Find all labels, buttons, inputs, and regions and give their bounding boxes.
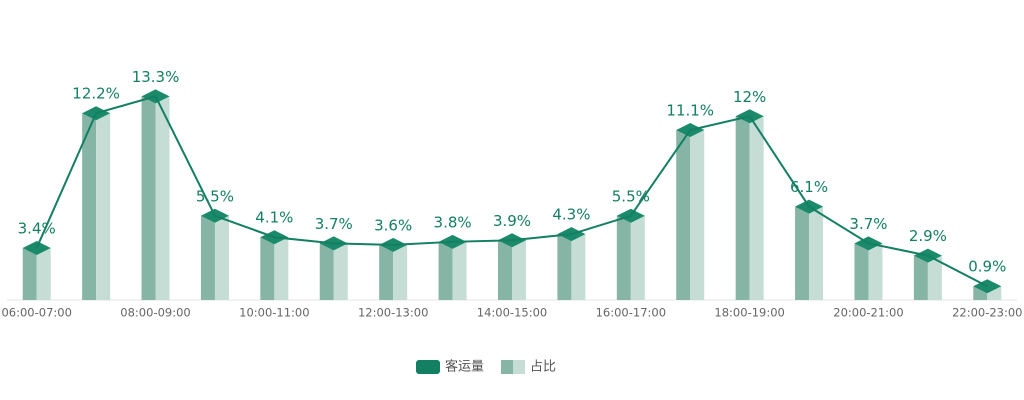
x-tick-label: 10:00-11:00 xyxy=(239,306,309,320)
bar-side xyxy=(690,130,705,300)
bar-side xyxy=(809,206,824,300)
x-tick-label: 08:00-09:00 xyxy=(120,306,190,320)
bar-side xyxy=(155,96,170,300)
bar-front xyxy=(557,234,572,300)
data-label: 4.1% xyxy=(255,209,293,227)
data-label: 5.5% xyxy=(612,187,650,205)
bar-side xyxy=(333,243,348,300)
legend-label: 客运量 xyxy=(445,359,484,375)
x-tick-label: 14:00-15:00 xyxy=(477,306,547,320)
data-label: 5.5% xyxy=(196,187,234,205)
bar-side xyxy=(274,237,289,300)
x-tick-label: 16:00-17:00 xyxy=(596,306,666,320)
data-label: 12% xyxy=(733,88,766,106)
data-label: 2.9% xyxy=(909,227,947,245)
data-label: 3.9% xyxy=(493,212,531,230)
x-tick-label: 20:00-21:00 xyxy=(833,306,903,320)
bar-side xyxy=(571,234,586,300)
data-label: 11.1% xyxy=(666,102,714,120)
bar-side xyxy=(214,215,229,300)
bar-front xyxy=(141,96,156,300)
legend-label: 占比 xyxy=(530,360,556,375)
x-tick-label: 12:00-13:00 xyxy=(358,306,428,320)
bar-front xyxy=(200,215,215,300)
line xyxy=(35,95,988,288)
data-label: 3.4% xyxy=(18,219,56,237)
data-label: 13.3% xyxy=(132,68,180,86)
bar-side xyxy=(749,116,764,300)
bar-front xyxy=(82,113,97,300)
data-label: 3.7% xyxy=(849,215,887,233)
bar-side xyxy=(96,113,111,300)
bar-front xyxy=(676,130,691,300)
data-label: 12.2% xyxy=(72,85,120,103)
x-tick-label: 18:00-19:00 xyxy=(714,306,784,320)
data-label: 3.8% xyxy=(434,213,472,231)
data-label: 6.1% xyxy=(790,178,828,196)
x-tick-label: 06:00-07:00 xyxy=(1,306,71,320)
bar-front xyxy=(854,243,869,300)
bar-front xyxy=(22,247,37,300)
bar-side xyxy=(393,244,408,300)
data-label: 3.6% xyxy=(374,216,412,234)
bar-front xyxy=(795,206,810,300)
bar-front xyxy=(913,255,928,300)
legend-swatch xyxy=(501,360,513,374)
legend-swatch xyxy=(513,360,525,374)
bar-side xyxy=(868,243,883,300)
bar-front xyxy=(438,241,453,300)
bar-front xyxy=(735,116,750,300)
bar-front xyxy=(379,244,394,300)
data-label: 0.9% xyxy=(968,258,1006,276)
bar-front xyxy=(319,243,334,300)
bar-side xyxy=(512,240,526,300)
bar-front xyxy=(260,237,275,300)
data-label: 3.7% xyxy=(315,215,353,233)
legend-swatch xyxy=(416,360,440,374)
bar-side xyxy=(36,247,51,300)
bar-front xyxy=(498,240,512,300)
bar-front xyxy=(616,215,631,300)
bar-side xyxy=(927,255,942,300)
data-label: 4.3% xyxy=(552,206,590,224)
x-tick-label: 22:00-23:00 xyxy=(952,306,1022,320)
bar-side xyxy=(630,215,645,300)
bar-side xyxy=(452,241,467,300)
